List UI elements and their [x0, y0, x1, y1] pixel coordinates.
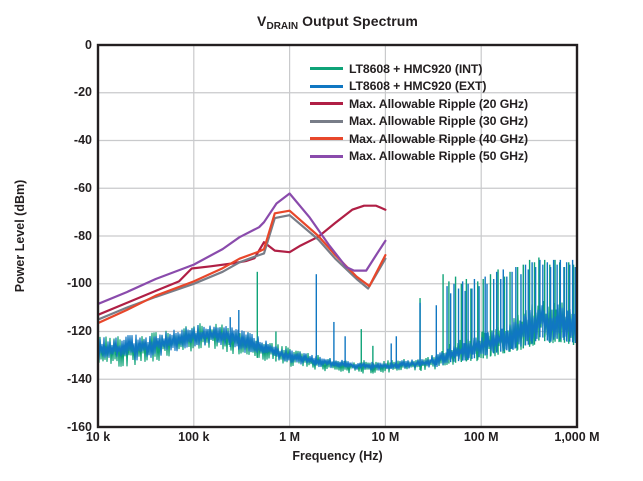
- ripple-line-4: [98, 209, 387, 325]
- legend-item: Max. Allowable Ripple (50 GHz): [310, 148, 528, 166]
- y-tick-label: -40: [73, 133, 92, 147]
- legend-label: LT8608 + HMC920 (INT): [349, 61, 483, 76]
- ripple-line-5: [98, 192, 387, 306]
- y-tick-label: -80: [73, 228, 92, 243]
- x-tick-label: 1 M: [279, 430, 301, 444]
- y-tick-label: 0: [85, 37, 92, 52]
- ripple-line-3: [98, 214, 387, 321]
- x-tick-label: 10 M: [371, 430, 400, 444]
- legend-item: Max. Allowable Ripple (20 GHz): [310, 95, 528, 113]
- legend-label: Max. Allowable Ripple (30 GHz): [349, 114, 528, 129]
- y-tick-label: -160: [66, 419, 92, 434]
- x-tick-label: 10 k: [85, 430, 111, 444]
- legend-label: LT8608 + HMC920 (EXT): [349, 79, 487, 94]
- title-subscript: DRAIN: [266, 21, 299, 32]
- chart-title: VDRAIN Output Spectrum: [98, 13, 577, 32]
- legend-swatch-ripple-30ghz: [310, 119, 343, 123]
- ripple-line-2: [98, 204, 387, 316]
- x-tick-label: 1,000 M: [554, 430, 600, 444]
- legend: LT8608 + HMC920 (INT) LT8608 + HMC920 (E…: [310, 60, 528, 165]
- legend-swatch-ripple-40ghz: [310, 137, 343, 141]
- x-tick-label: 100 M: [463, 430, 499, 444]
- legend-label: Max. Allowable Ripple (40 GHz): [349, 131, 528, 146]
- x-axis-title: Frequency (Hz): [292, 449, 383, 463]
- legend-item: LT8608 + HMC920 (INT): [310, 60, 528, 78]
- legend-item: Max. Allowable Ripple (40 GHz): [310, 130, 528, 148]
- y-tick-label: -20: [73, 85, 92, 100]
- y-axis-title: Power Level (dBm): [13, 179, 27, 293]
- legend-label: Max. Allowable Ripple (20 GHz): [349, 96, 528, 111]
- y-tick-label: -140: [66, 371, 92, 386]
- plot-frame: [96, 43, 579, 429]
- y-tick-label: -120: [66, 324, 92, 338]
- title-text: Output Spectrum: [302, 13, 418, 29]
- legend-swatch-int: [310, 67, 343, 71]
- legend-item: LT8608 + HMC920 (EXT): [310, 78, 528, 96]
- legend-item: Max. Allowable Ripple (30 GHz): [310, 113, 528, 131]
- y-tick-label: -100: [66, 276, 92, 291]
- legend-swatch-ext: [310, 84, 343, 88]
- legend-label: Max. Allowable Ripple (50 GHz): [349, 149, 528, 164]
- legend-swatch-ripple-50ghz: [310, 154, 343, 158]
- x-tick-label: 100 k: [178, 430, 210, 444]
- legend-swatch-ripple-20ghz: [310, 102, 343, 106]
- y-tick-label: -60: [73, 180, 92, 195]
- title-prefix: V: [257, 13, 267, 29]
